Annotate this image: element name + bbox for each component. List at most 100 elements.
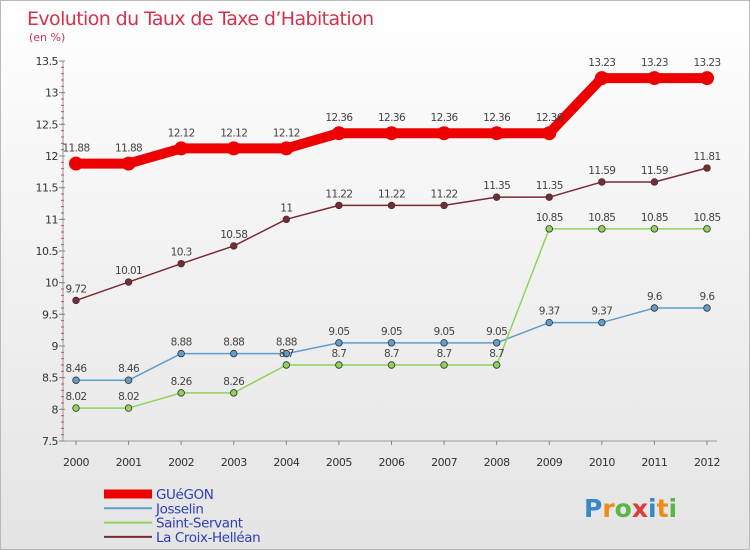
data-point bbox=[492, 193, 501, 201]
data-point bbox=[279, 141, 294, 156]
data-point bbox=[72, 376, 80, 384]
data-label: 8.7 bbox=[489, 348, 504, 360]
data-label: 10.3 bbox=[171, 247, 192, 259]
data-label: 11.88 bbox=[115, 143, 142, 155]
data-label: 9.37 bbox=[539, 306, 560, 318]
data-label: 9.37 bbox=[591, 306, 612, 318]
data-label: 8.46 bbox=[66, 363, 88, 375]
data-point bbox=[542, 126, 557, 141]
y-tick-label: 9 bbox=[52, 340, 59, 353]
data-label: 11.35 bbox=[483, 180, 510, 192]
data-label: 11 bbox=[280, 202, 292, 214]
data-point bbox=[331, 126, 346, 141]
data-label: 11.22 bbox=[325, 188, 352, 200]
data-label: 9.72 bbox=[66, 283, 87, 295]
data-label: 13.23 bbox=[588, 57, 615, 69]
proxiti-letter: o bbox=[615, 494, 632, 523]
x-tick-label: 2000 bbox=[63, 456, 89, 469]
x-tick-label: 2005 bbox=[326, 456, 352, 469]
data-point bbox=[282, 361, 291, 369]
data-point bbox=[489, 126, 504, 141]
series-1: 8.46 8.46 8.88 8.88 8.88 9.05 9.05 9.05 9.05 9.37… bbox=[66, 291, 716, 384]
y-tick-label: 13 bbox=[45, 87, 58, 100]
series-2: 8.02 8.02 8.26 8.26 8.7 8.7 8.7 8.7 8.7 10.85 10.8… bbox=[66, 212, 721, 412]
data-label: 12.12 bbox=[273, 127, 300, 139]
x-tick-label: 2009 bbox=[536, 456, 562, 469]
data-point bbox=[703, 164, 711, 172]
data-label: 12.36 bbox=[483, 112, 511, 124]
x-tick-label: 2004 bbox=[273, 456, 299, 469]
data-point bbox=[387, 361, 396, 369]
data-point bbox=[177, 349, 185, 358]
data-label: 11.35 bbox=[536, 180, 563, 192]
chart-axes: 7.5 8 8.5 9 9.5 10 10.5 11 11.5 12 12.5 13 13.5 2000 2… bbox=[36, 55, 721, 469]
data-point bbox=[230, 389, 238, 397]
x-tick-label: 2010 bbox=[589, 456, 615, 469]
data-point bbox=[124, 376, 133, 384]
x-tick-label: 2002 bbox=[168, 456, 194, 469]
data-label: 8.02 bbox=[66, 391, 87, 403]
y-tick-label: 8 bbox=[52, 403, 59, 416]
data-label: 11.22 bbox=[378, 188, 405, 200]
data-label: 11.22 bbox=[431, 188, 458, 200]
data-point bbox=[650, 225, 659, 233]
chart-title: Evolution du Taux de Taxe d’Habitation bbox=[27, 8, 374, 30]
x-tick-label: 2001 bbox=[116, 456, 142, 469]
data-label: 8.46 bbox=[118, 363, 140, 375]
proxiti-letter: i bbox=[648, 494, 657, 523]
data-label: 10.85 bbox=[588, 212, 615, 224]
data-point bbox=[440, 361, 448, 369]
data-label: 8.88 bbox=[171, 337, 192, 349]
y-tick-label: 10 bbox=[45, 277, 58, 290]
data-label: 13.23 bbox=[693, 57, 720, 69]
data-label: 8.88 bbox=[276, 337, 297, 349]
data-label: 12.12 bbox=[168, 127, 195, 139]
data-point bbox=[335, 361, 343, 369]
data-point bbox=[124, 278, 133, 286]
proxiti-logo: Proxiti bbox=[584, 494, 677, 523]
data-point bbox=[282, 215, 291, 224]
data-point bbox=[492, 339, 501, 347]
data-label: 12.12 bbox=[220, 127, 247, 139]
proxiti-letter: t bbox=[657, 494, 669, 523]
data-label: 8.88 bbox=[223, 337, 244, 349]
data-point bbox=[598, 225, 606, 233]
data-point bbox=[545, 193, 553, 201]
data-point bbox=[440, 201, 448, 210]
x-tick-label: 2006 bbox=[379, 456, 405, 469]
data-point bbox=[177, 389, 185, 397]
y-tick-label: 11 bbox=[45, 213, 58, 226]
data-label: 12.36 bbox=[431, 112, 459, 124]
proxiti-letter: x bbox=[632, 494, 648, 523]
data-point bbox=[598, 178, 606, 186]
data-label: 8.02 bbox=[118, 391, 139, 403]
data-point bbox=[384, 126, 399, 141]
y-tick-label: 7.5 bbox=[42, 435, 58, 448]
data-label: 10.85 bbox=[693, 212, 720, 224]
legend-label: Josselin bbox=[155, 501, 203, 517]
data-point bbox=[650, 304, 659, 312]
data-point bbox=[598, 318, 606, 327]
y-tick-label: 13.5 bbox=[36, 55, 59, 68]
data-label: 12.36 bbox=[378, 112, 406, 124]
data-point bbox=[335, 339, 343, 347]
data-point bbox=[177, 259, 185, 268]
data-point bbox=[387, 339, 396, 347]
data-point bbox=[230, 349, 238, 358]
data-label: 9.05 bbox=[328, 326, 349, 338]
data-label: 10.58 bbox=[220, 229, 247, 241]
y-tick-label: 11.5 bbox=[36, 182, 59, 195]
data-point bbox=[545, 225, 553, 233]
data-point bbox=[282, 349, 291, 358]
data-point bbox=[647, 71, 662, 86]
proxiti-letter: P bbox=[584, 494, 602, 523]
data-point bbox=[545, 318, 553, 327]
data-label: 12.36 bbox=[536, 112, 564, 124]
y-tick-label: 9.5 bbox=[42, 308, 58, 321]
data-point bbox=[650, 178, 659, 186]
legend-label: GUéGON bbox=[156, 487, 213, 503]
data-point bbox=[594, 71, 609, 86]
data-label: 13.23 bbox=[641, 57, 668, 69]
